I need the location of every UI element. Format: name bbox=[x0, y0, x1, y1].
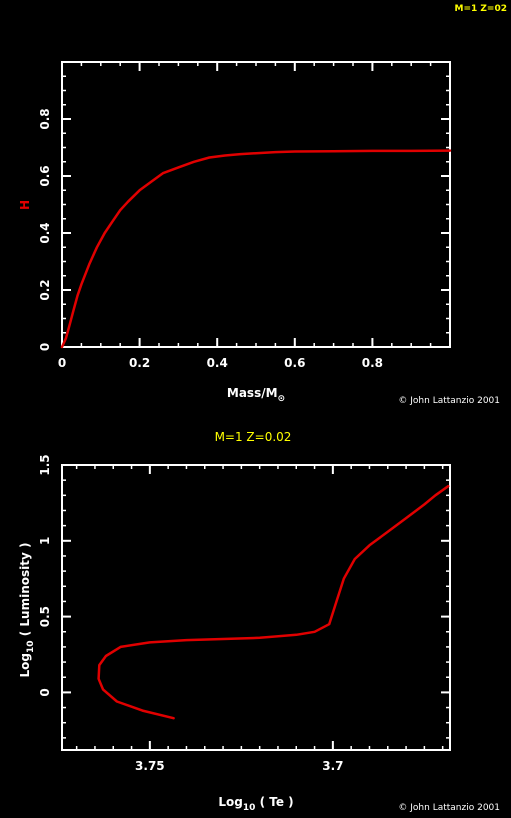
x-tick-label: 3.75 bbox=[135, 759, 165, 773]
x-tick-label: 0.4 bbox=[207, 356, 228, 370]
x-tick-label: 0.6 bbox=[284, 356, 305, 370]
y-tick-labels: 0 0.5 1 1.5 bbox=[38, 454, 52, 696]
plot-frame bbox=[61, 464, 451, 751]
y-tick-label: 0.4 bbox=[38, 222, 52, 243]
credit-text: © John Lattanzio 2001 bbox=[398, 803, 500, 813]
series-line bbox=[97, 484, 450, 720]
y-tick-label: 0 bbox=[38, 688, 52, 696]
chart-title: M=1 Z=0.02 bbox=[215, 430, 292, 444]
x-tick-labels: 3.75 3.7 bbox=[135, 759, 343, 773]
y-tick-label: 0.8 bbox=[38, 108, 52, 129]
y-axis-label: H bbox=[18, 200, 32, 210]
y-tick-label: 1 bbox=[38, 537, 52, 545]
x-axis-label: Mass/M⊙ bbox=[227, 386, 285, 404]
x-tick-labels: 0 0.2 0.4 0.6 0.8 bbox=[58, 356, 383, 370]
y-tick-label: 0 bbox=[38, 343, 52, 351]
series-line bbox=[60, 149, 452, 349]
y-tick-label: 0.2 bbox=[38, 279, 52, 300]
corner-label: M=1 Z=02 bbox=[455, 4, 507, 14]
hydrogen-profile-chart: 0 0.2 0.4 0.6 0.8 0 0.2 0.4 0.6 0.8 Mass/M⊙ H © … bbox=[18, 61, 500, 406]
series-lines bbox=[60, 149, 452, 349]
y-tick-labels: 0 0.2 0.4 0.6 0.8 bbox=[38, 108, 52, 351]
x-tick-label: 0.2 bbox=[129, 356, 150, 370]
y-tick-label: 0.6 bbox=[38, 165, 52, 186]
y-tick-label: 1.5 bbox=[38, 454, 52, 475]
y-tick-label: 0.5 bbox=[38, 606, 52, 627]
x-tick-label: 0 bbox=[58, 356, 66, 370]
x-tick-label: 0.8 bbox=[362, 356, 383, 370]
tick-marks bbox=[61, 61, 451, 348]
tick-marks bbox=[62, 464, 450, 750]
hr-diagram-chart: M=1 Z=0.02 3.75 3.7 0 0.5 1 1.5 Log10 ( Te )… bbox=[18, 430, 500, 813]
plot-frame bbox=[61, 61, 451, 348]
y-axis-label: Log10 ( Luminosity ) bbox=[18, 543, 36, 678]
x-tick-label: 3.7 bbox=[322, 759, 343, 773]
series-lines bbox=[97, 484, 450, 720]
credit-text: © John Lattanzio 2001 bbox=[398, 396, 500, 406]
x-axis-label: Log10 ( Te ) bbox=[218, 795, 293, 813]
